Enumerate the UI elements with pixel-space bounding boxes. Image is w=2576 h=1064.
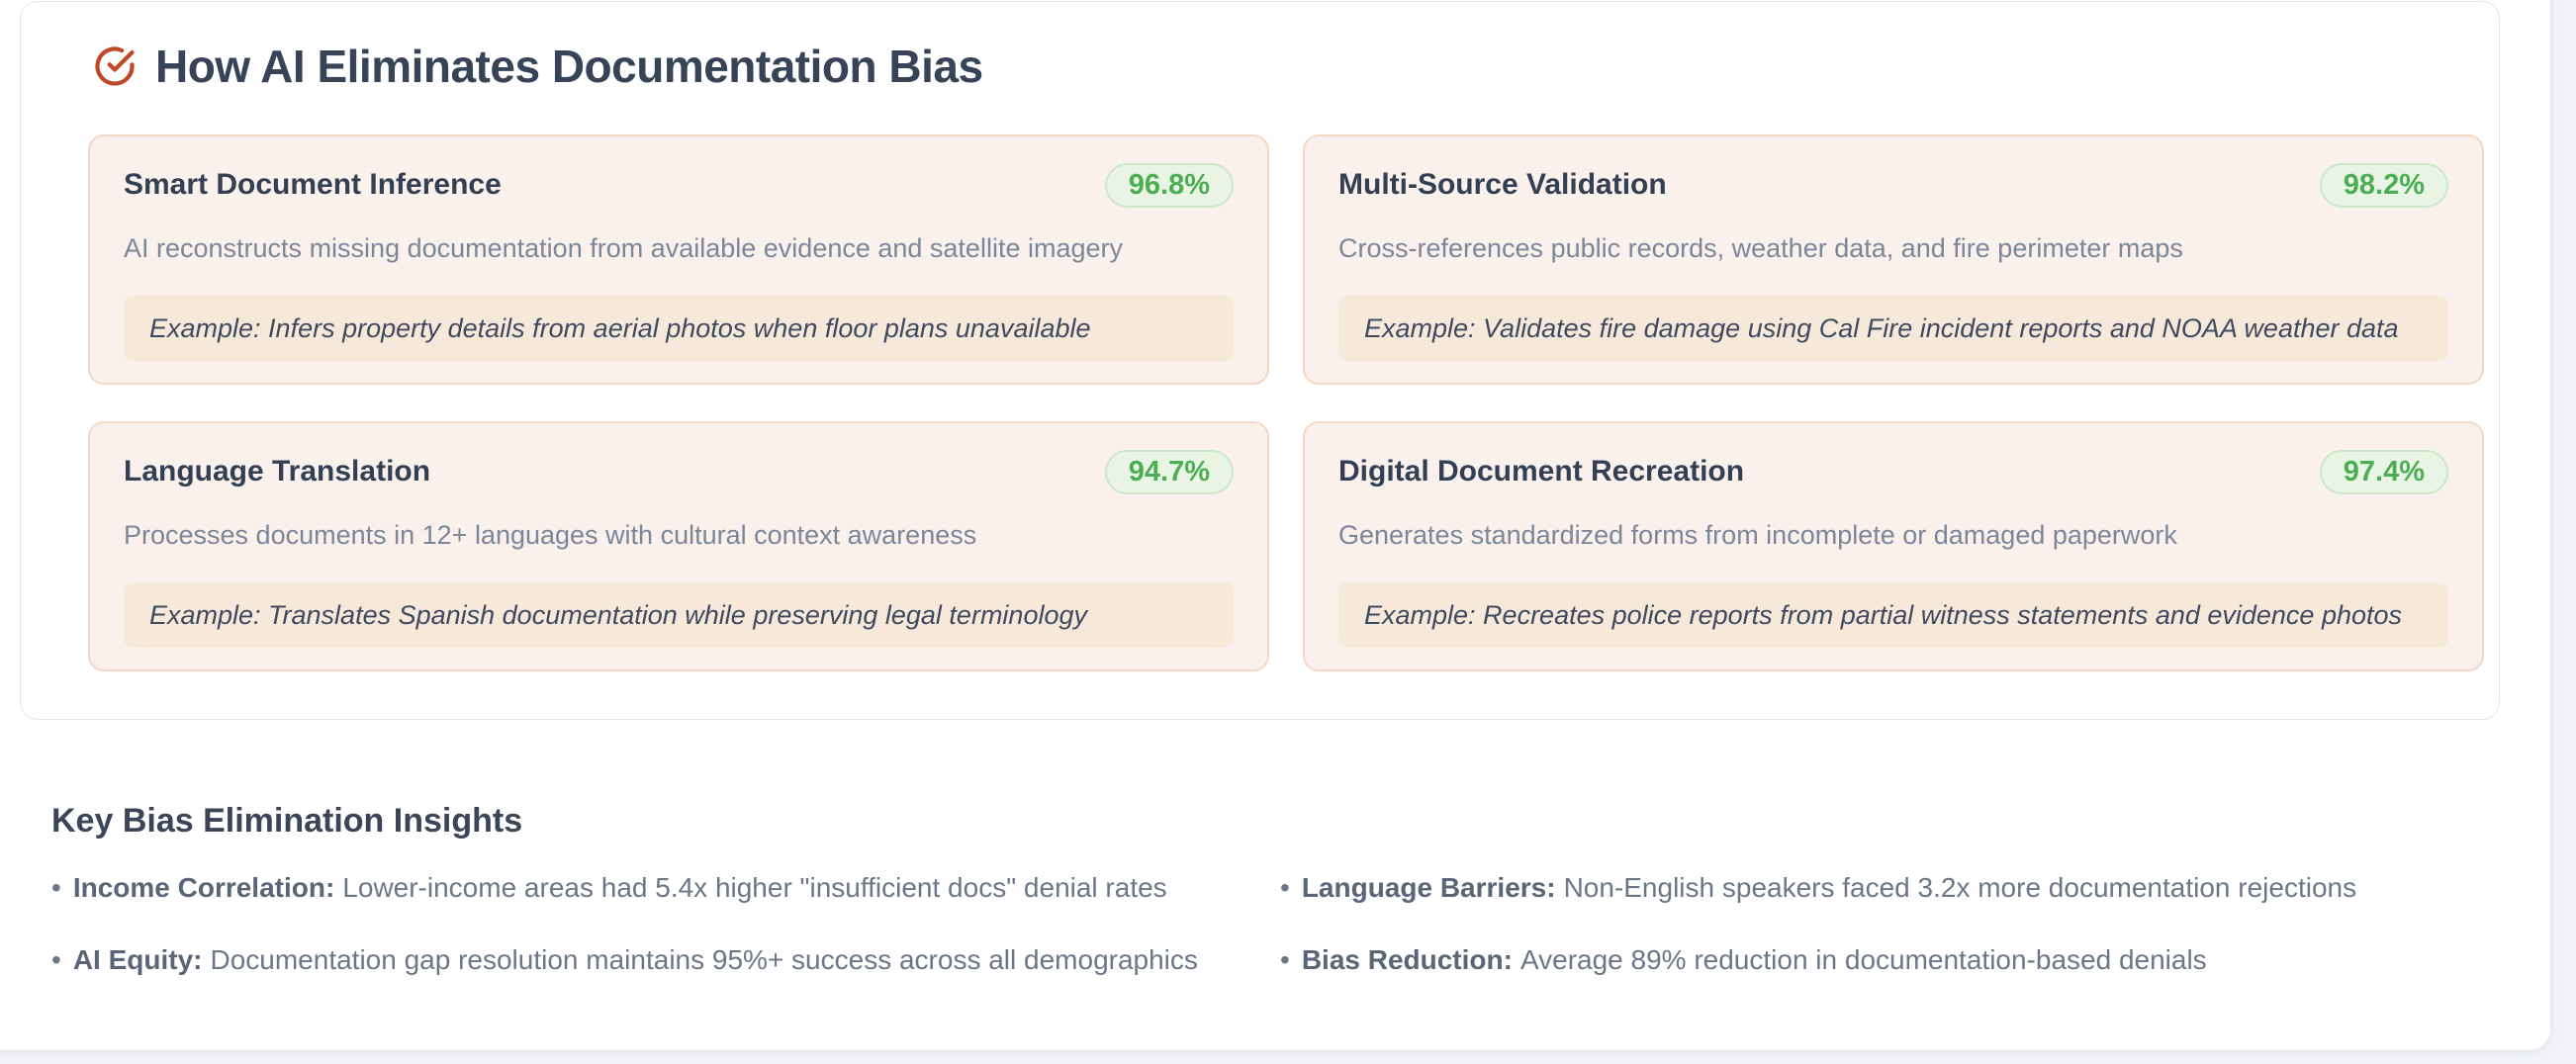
insight-text: Lower-income areas had 5.4x higher "insu…: [342, 871, 1167, 903]
card-example: Example: Validates fire damage using Cal…: [1338, 295, 2448, 362]
bullet-icon: •: [1280, 944, 1290, 976]
bullet-icon: •: [1280, 871, 1290, 903]
documentation-bias-section: How AI Eliminates Documentation Bias Sma…: [20, 1, 2500, 720]
card-title: Digital Document Recreation: [1338, 455, 1745, 488]
insight-bias-reduction: • Bias Reduction: Average 89% reduction in…: [1280, 943, 2505, 977]
insight-text: Average 89% reduction in documentation-b…: [1519, 944, 2207, 976]
insight-language-barriers: • Language Barriers: Non-English speakers …: [1280, 871, 2505, 905]
check-circle-icon: [94, 45, 136, 87]
card-example: Example: Infers property details from ae…: [124, 295, 1234, 362]
card-description: Cross-references public records, weather…: [1338, 232, 2183, 263]
insight-text: Non-English speakers faced 3.2x more doc…: [1563, 871, 2357, 903]
card-example: Example: Recreates police reports from p…: [1338, 581, 2448, 649]
insight-text: Documentation gap resolution maintains 9…: [210, 944, 1198, 976]
insights-title: Key Bias Elimination Insights: [51, 802, 523, 840]
feature-card-language-translation: Language Translation 94.7% Processes doc…: [88, 421, 1269, 671]
accuracy-badge: 98.2%: [2319, 163, 2448, 208]
accuracy-badge: 96.8%: [1104, 163, 1234, 208]
card-title: Language Translation: [124, 455, 431, 488]
insight-income-correlation: • Income Correlation: Lower-income areas h…: [51, 871, 1276, 905]
section-title: How AI Eliminates Documentation Bias: [155, 41, 983, 92]
bullet-icon: •: [51, 944, 61, 976]
bullet-icon: •: [51, 871, 61, 903]
key-insights-section: Key Bias Elimination Insights • Income Co…: [51, 801, 2505, 977]
feature-card-multi-source-validation: Multi-Source Validation 98.2% Cross-refe…: [1303, 134, 2484, 385]
insight-label: Language Barriers:: [1301, 871, 1556, 903]
card-header: Multi-Source Validation 98.2%: [1338, 163, 2448, 208]
feature-card-smart-document-inference: Smart Document Inference 96.8% AI recons…: [88, 134, 1269, 385]
section-header: How AI Eliminates Documentation Bias: [94, 44, 983, 89]
feature-cards-grid: Smart Document Inference 96.8% AI recons…: [88, 134, 2484, 671]
accuracy-badge: 97.4%: [2319, 450, 2448, 494]
card-title: Multi-Source Validation: [1338, 168, 1667, 202]
card-example: Example: Translates Spanish documentatio…: [124, 581, 1234, 649]
insight-label: Income Correlation:: [72, 871, 335, 903]
accuracy-badge: 94.7%: [1104, 450, 1234, 494]
card-description: Generates standardized forms from incomp…: [1338, 519, 2177, 550]
feature-card-digital-document-recreation: Digital Document Recreation 97.4% Genera…: [1303, 421, 2484, 671]
insights-list: • Income Correlation: Lower-income areas h…: [51, 871, 2505, 977]
card-title: Smart Document Inference: [124, 168, 502, 202]
card-header: Smart Document Inference 96.8%: [124, 163, 1234, 208]
card-header: Digital Document Recreation 97.4%: [1338, 450, 2448, 494]
card-description: AI reconstructs missing documentation fr…: [124, 232, 1123, 263]
insight-label: Bias Reduction:: [1301, 944, 1513, 976]
card-header: Language Translation 94.7%: [124, 450, 1234, 494]
card-description: Processes documents in 12+ languages wit…: [124, 519, 977, 550]
insight-ai-equity: • AI Equity: Documentation gap resolution …: [51, 943, 1276, 977]
insight-label: AI Equity:: [72, 944, 203, 976]
